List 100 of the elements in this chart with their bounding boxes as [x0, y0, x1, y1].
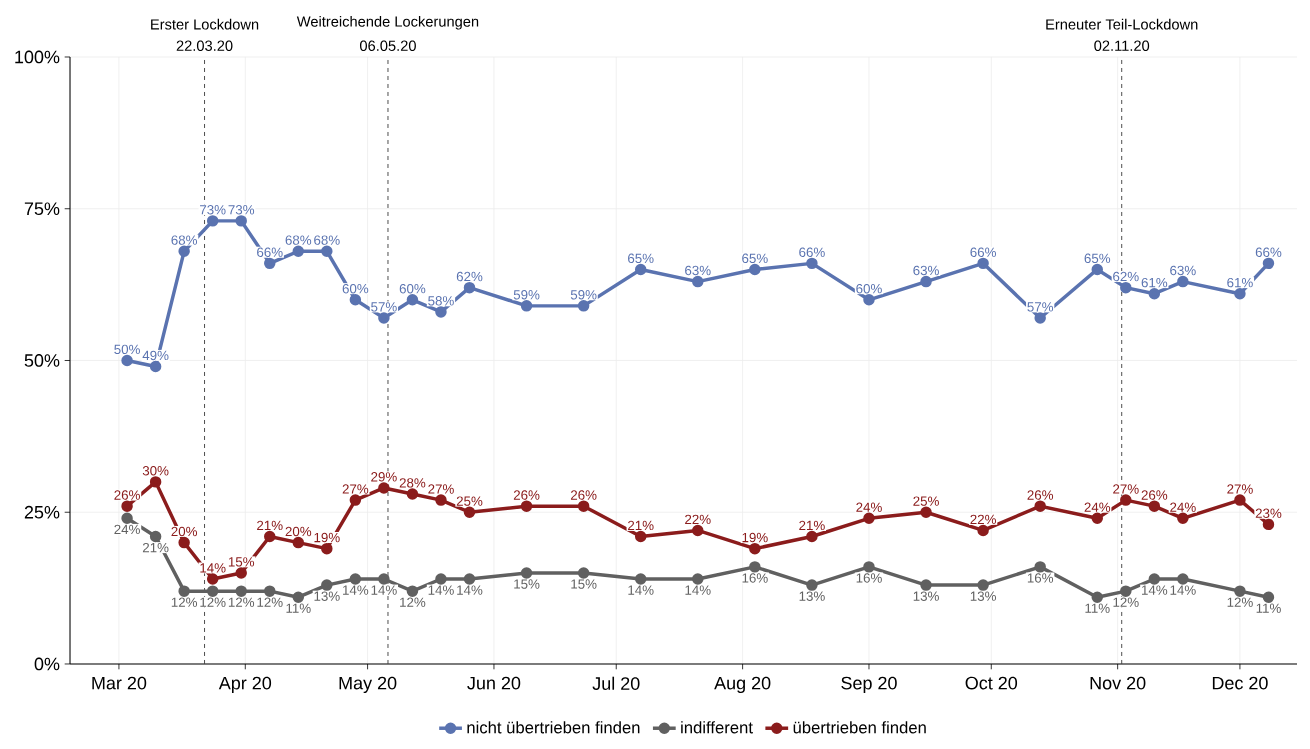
point — [149, 530, 162, 543]
data-label: 23% — [1255, 508, 1282, 518]
point — [321, 542, 333, 555]
data-label: 19% — [742, 532, 768, 543]
x-tick-label: Mar 20 — [92, 676, 147, 690]
point — [806, 257, 818, 270]
data-label: 62% — [456, 271, 483, 282]
data-label: 73% — [200, 205, 226, 215]
data-label: 50% — [114, 344, 140, 355]
point — [577, 500, 590, 512]
data-label: 20% — [171, 526, 198, 537]
data-label: 14% — [371, 585, 397, 595]
point — [1120, 494, 1132, 506]
point — [920, 579, 932, 591]
point — [292, 536, 305, 549]
data-label: 25% — [913, 496, 939, 506]
point — [806, 579, 818, 591]
data-label: 26% — [570, 490, 597, 500]
ref-line-label: Weitreichende Lockerungen — [296, 15, 479, 30]
point — [520, 567, 533, 579]
point — [264, 257, 276, 270]
point — [520, 300, 533, 312]
data-label: 11% — [1085, 603, 1110, 613]
point — [920, 275, 932, 288]
point — [1262, 257, 1275, 270]
x-tick-label: Oct 20 — [965, 676, 1018, 690]
data-label: 60% — [399, 283, 426, 294]
data-label: 66% — [799, 247, 825, 257]
data-label: 27% — [428, 484, 454, 494]
data-label: 12% — [171, 597, 198, 607]
point — [863, 294, 875, 306]
data-label: 62% — [1113, 271, 1139, 282]
data-label: 26% — [513, 490, 540, 500]
point — [292, 245, 305, 257]
point — [378, 573, 390, 585]
x-tick-label: Apr 20 — [218, 676, 272, 694]
point — [178, 536, 190, 549]
data-label: 29% — [371, 472, 397, 482]
point — [1262, 591, 1275, 603]
point — [634, 530, 647, 543]
legend-label: indifferent — [681, 721, 753, 734]
point — [749, 263, 761, 276]
x-tick-label: Jul 20 — [592, 676, 640, 690]
data-label: 16% — [856, 573, 882, 583]
point — [435, 494, 447, 506]
data-label: 25% — [456, 496, 483, 506]
data-label: 11% — [1256, 603, 1281, 613]
y-tick-label: 75% — [24, 202, 60, 216]
point — [1148, 573, 1161, 585]
data-label: 60% — [342, 283, 369, 294]
point — [1091, 512, 1103, 525]
point — [149, 476, 162, 488]
data-label: 12% — [228, 597, 255, 607]
data-label: 57% — [371, 302, 397, 312]
point — [863, 561, 875, 573]
data-label: 22% — [970, 514, 996, 525]
point — [577, 567, 590, 579]
point — [235, 215, 247, 227]
data-label: 73% — [228, 205, 255, 215]
data-label: 12% — [400, 597, 426, 607]
data-label: 11% — [286, 603, 311, 613]
data-label: 65% — [742, 253, 768, 264]
point — [1234, 585, 1246, 597]
point — [520, 500, 533, 512]
data-label: 20% — [285, 526, 312, 537]
point — [634, 573, 647, 585]
x-tick-label: Jun 20 — [467, 676, 521, 690]
point — [378, 482, 390, 494]
point — [121, 512, 133, 525]
y-tick-label: 50% — [24, 354, 60, 367]
point — [349, 494, 362, 506]
data-label: 26% — [114, 490, 140, 500]
point — [121, 354, 133, 367]
data-label: 21% — [257, 520, 283, 531]
point — [1034, 500, 1046, 512]
data-label: 14% — [628, 585, 654, 595]
data-label: 24% — [114, 524, 140, 535]
point — [349, 294, 362, 306]
point — [977, 257, 989, 270]
data-label: 60% — [856, 283, 882, 294]
data-label: 59% — [513, 290, 540, 300]
point — [806, 530, 818, 543]
point — [1234, 287, 1246, 300]
x-tick-label: Aug 20 — [714, 676, 771, 694]
point — [463, 573, 476, 585]
point — [920, 506, 932, 518]
point — [406, 488, 419, 500]
point — [977, 524, 989, 537]
point — [1091, 591, 1103, 603]
data-label: 63% — [913, 265, 939, 276]
data-label: 16% — [742, 573, 768, 583]
x-tick-label: Nov 20 — [1090, 676, 1146, 690]
point — [406, 294, 419, 306]
data-label: 24% — [856, 502, 882, 512]
point — [321, 245, 333, 257]
data-label: 24% — [1170, 502, 1196, 512]
data-label: 15% — [514, 579, 540, 589]
data-label: 27% — [1227, 484, 1253, 494]
y-tick-label: 25% — [24, 505, 60, 519]
data-label: 14% — [428, 585, 454, 595]
